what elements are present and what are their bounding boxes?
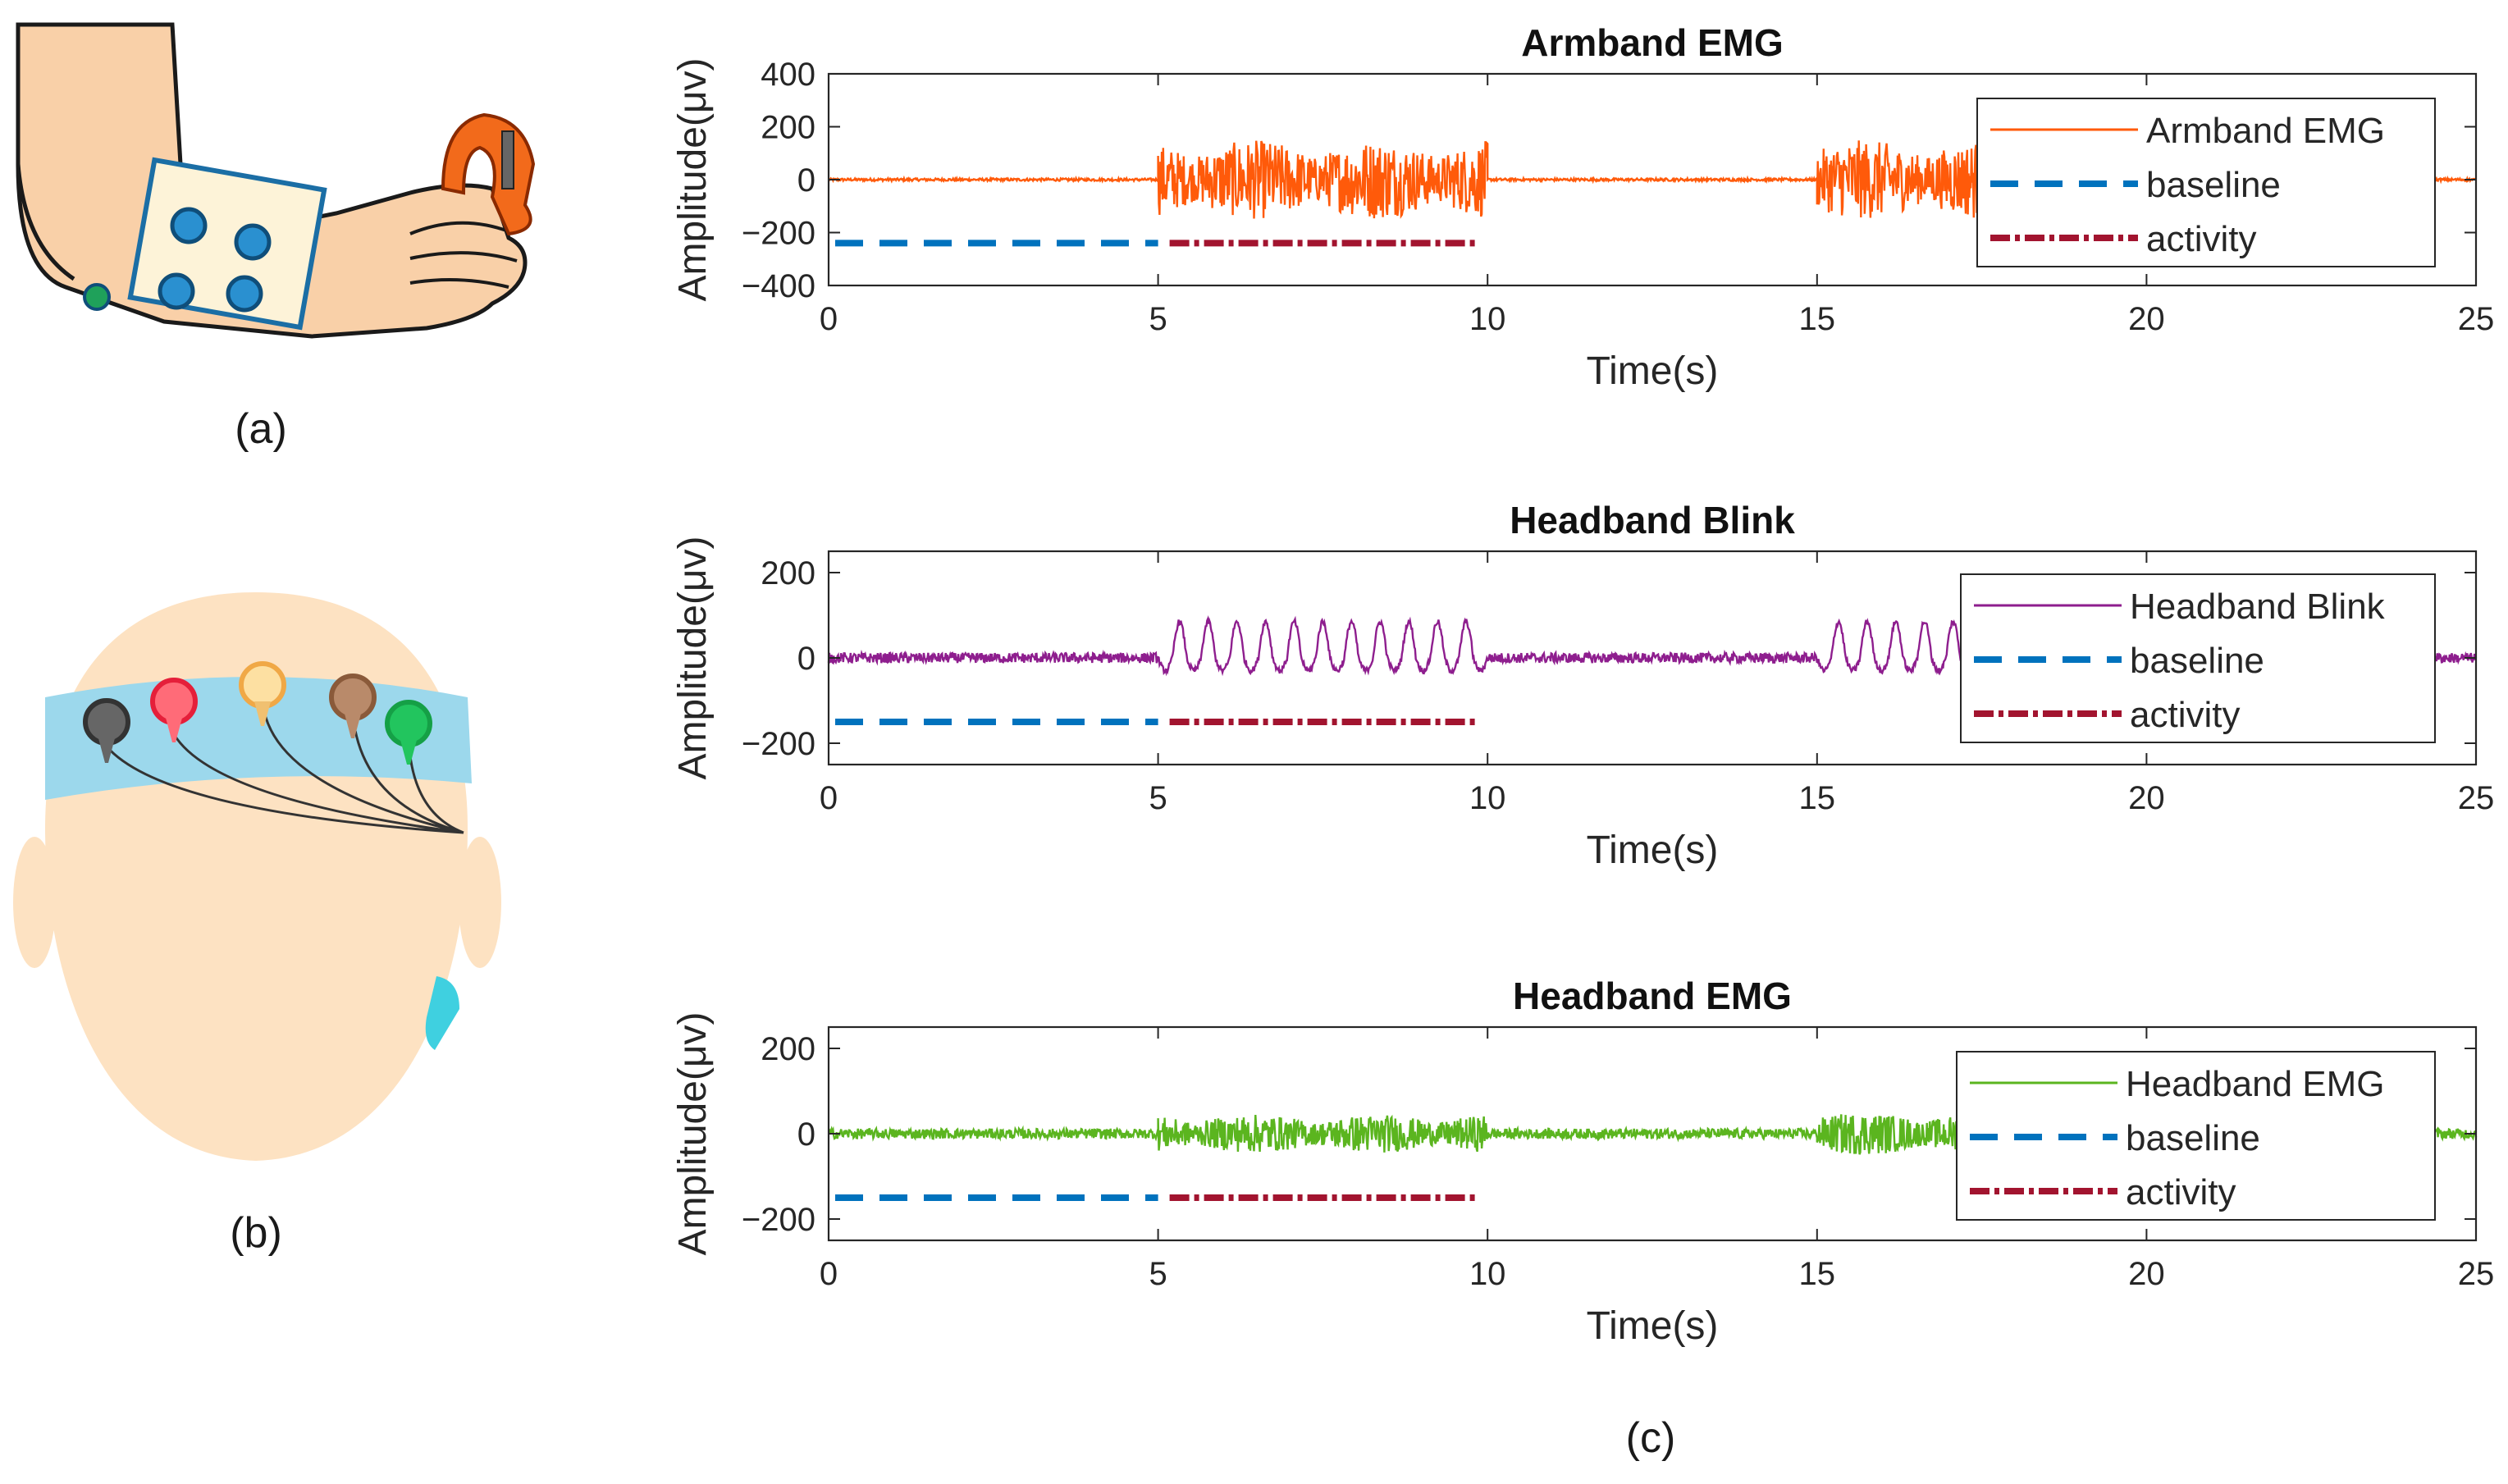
legend-label-1: Headband EMG [2126, 1064, 2385, 1104]
x-tick-label: 0 [820, 1256, 838, 1292]
chart-1: Armband EMG 0 5 10 15 20 25 Time(s) 400 200 0 −200 −… [671, 21, 2494, 393]
caption-b: (b) [230, 1209, 282, 1257]
chart-title: Armband EMG [1521, 21, 1783, 64]
electrode-green [385, 700, 432, 765]
elbow-outline [16, 163, 75, 281]
y-tick-label: 200 [761, 1031, 815, 1067]
x-tick-label: 15 [1799, 1256, 1836, 1292]
x-tick-label: 5 [1149, 780, 1167, 816]
electrode-wires [105, 701, 464, 834]
head-illustration [13, 592, 501, 1161]
legend-label-2: baseline [2130, 641, 2264, 681]
x-tick-label: 20 [2128, 780, 2165, 816]
electrode-4 [226, 275, 263, 313]
x-tick-label: 5 [1149, 301, 1167, 337]
x-tick-label: 25 [2458, 301, 2495, 337]
x-tick-label: 15 [1799, 301, 1836, 337]
x-tick-label: 10 [1469, 301, 1506, 337]
x-tick-label: 0 [820, 780, 838, 816]
x-tick-label: 0 [820, 301, 838, 337]
caption-a: (a) [235, 405, 287, 453]
y-axis-label: Amplitude(μv) [671, 1011, 715, 1255]
arm-illustration [16, 22, 536, 339]
electrode-3 [158, 272, 195, 310]
legend: Headband Blink baseline activity [1960, 573, 2436, 743]
y-tick-label: −200 [742, 1202, 815, 1238]
x-axis-label: Time(s) [1587, 349, 1719, 393]
caption-c: (c) [1626, 1414, 1676, 1462]
x-axis-label: Time(s) [1587, 1304, 1719, 1348]
legend-label-2: baseline [2146, 165, 2281, 205]
y-tick-label: 400 [761, 57, 815, 93]
legend: Headband EMG baseline activity [1956, 1051, 2436, 1221]
grip-spring [501, 130, 514, 189]
x-tick-label: 25 [2458, 780, 2495, 816]
y-tick-label: 200 [761, 555, 815, 591]
earpiece [425, 976, 459, 1050]
y-axis-label: Amplitude(μv) [671, 57, 715, 301]
chart-title: Headband Blink [1510, 499, 1795, 541]
legend-label-3: activity [2130, 695, 2240, 735]
y-tick-label: 0 [797, 641, 815, 677]
y-tick-label: −400 [742, 268, 815, 304]
y-tick-label: −200 [742, 726, 815, 762]
legend-label-2: baseline [2126, 1118, 2260, 1158]
x-tick-label: 10 [1469, 780, 1506, 816]
x-axis-label: Time(s) [1587, 829, 1719, 872]
right-ear [459, 837, 501, 968]
hand-fingers [409, 221, 518, 289]
electrode-gray [83, 698, 130, 763]
electrode-yellow [239, 661, 286, 726]
x-tick-label: 25 [2458, 1256, 2495, 1292]
electrode-1 [170, 207, 208, 244]
legend-label-1: Armband EMG [2146, 111, 2385, 151]
x-tick-label: 10 [1469, 1256, 1506, 1292]
legend-label-1: Headband Blink [2130, 587, 2386, 627]
armband [127, 157, 327, 331]
x-tick-label: 15 [1799, 780, 1836, 816]
y-tick-label: 0 [797, 1116, 815, 1153]
legend-label-3: activity [2146, 219, 2256, 259]
x-tick-label: 20 [2128, 301, 2165, 337]
electrode-red [150, 678, 198, 742]
y-tick-label: 0 [797, 162, 815, 199]
x-tick-label: 5 [1149, 1256, 1167, 1292]
left-ear [13, 837, 56, 968]
legend-label-3: activity [2126, 1172, 2236, 1212]
x-tick-label: 20 [2128, 1256, 2165, 1292]
electrode-brown [329, 674, 377, 738]
y-axis-label: Amplitude(μv) [671, 536, 715, 779]
y-tick-label: −200 [742, 216, 815, 252]
reference-electrode [83, 283, 111, 311]
y-tick-label: 200 [761, 110, 815, 146]
chart-title: Headband EMG [1513, 975, 1792, 1017]
electrode-2 [234, 223, 272, 261]
legend: Armband EMG baseline activity [1976, 98, 2436, 267]
